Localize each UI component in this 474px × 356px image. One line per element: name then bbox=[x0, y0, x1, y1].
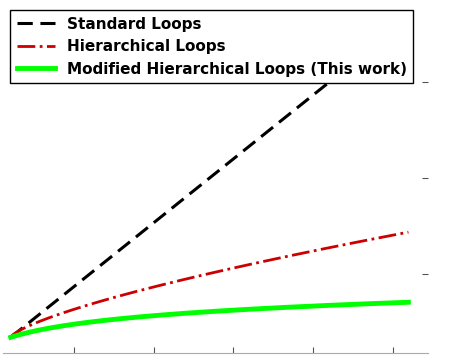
Legend: Standard Loops, Hierarchical Loops, Modified Hierarchical Loops (This work): Standard Loops, Hierarchical Loops, Modi… bbox=[10, 10, 413, 83]
